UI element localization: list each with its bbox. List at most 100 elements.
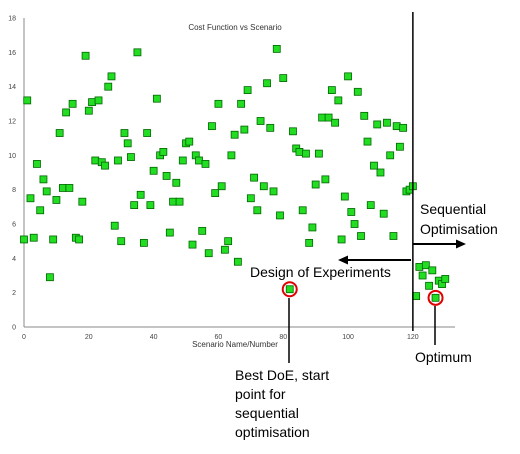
data-point [230, 130, 239, 139]
tick-group: 0 20 40 60 80 100 120 0 2 4 6 8 10 12 14 16 18 [8, 16, 419, 342]
data-point [101, 161, 109, 170]
sequential-arrow-head [456, 239, 466, 249]
data-point [58, 184, 67, 192]
data-point [389, 232, 398, 240]
data-point [259, 182, 268, 191]
data-point [396, 142, 404, 151]
data-point [29, 233, 38, 242]
data-point [81, 51, 90, 60]
data-point [314, 149, 323, 158]
data-point [23, 96, 32, 105]
data-point [418, 271, 427, 280]
data-point [392, 122, 401, 131]
data-point [233, 257, 242, 266]
data-point [431, 293, 440, 302]
x-tick-label: 0 [22, 334, 26, 341]
data-point [302, 149, 310, 158]
data-point [55, 129, 64, 137]
data-point [201, 160, 210, 168]
data-point [146, 201, 155, 210]
data-point [65, 184, 74, 192]
data-point [169, 197, 177, 206]
data-point [311, 180, 320, 189]
y-tick-label: 4 [12, 256, 16, 263]
data-point [295, 147, 304, 156]
data-point [227, 151, 236, 160]
data-point [279, 74, 288, 82]
data-point [75, 235, 83, 244]
data-point [178, 156, 187, 165]
data-point [250, 173, 258, 182]
data-point [195, 156, 203, 165]
data-point [188, 240, 197, 249]
data-point [114, 156, 122, 165]
y-tick-label: 18 [8, 16, 16, 23]
data-point [123, 139, 132, 148]
data-point [110, 221, 119, 230]
data-point [285, 285, 294, 294]
data-point [36, 206, 45, 215]
data-point [39, 175, 48, 184]
data-point [366, 201, 375, 210]
x-tick-label: 120 [407, 334, 419, 341]
data-point [104, 82, 113, 91]
data-point [318, 113, 327, 122]
data-point [425, 281, 433, 290]
x-tick-label: 80 [279, 334, 287, 341]
data-point [350, 220, 359, 228]
data-point [214, 99, 223, 108]
data-point [198, 226, 207, 235]
data-point [357, 232, 365, 240]
data-point [94, 96, 103, 105]
data-point [140, 238, 148, 247]
data-point [165, 228, 174, 237]
data-point [337, 235, 346, 244]
data-point [441, 275, 450, 283]
data-point [152, 94, 161, 103]
data-point [88, 98, 96, 107]
data-points [20, 45, 450, 302]
y-tick-label: 2 [12, 290, 16, 297]
data-point [272, 45, 281, 53]
x-axis-title: Scenario Name/Number [192, 340, 278, 349]
doe-label: Design of Experiments [250, 264, 391, 280]
data-point [421, 261, 430, 270]
y-tick-label: 6 [12, 222, 16, 229]
data-point [120, 129, 129, 137]
sequential-label-line2: Optimisation [420, 221, 498, 237]
data-point [331, 118, 339, 127]
y-tick-label: 12 [8, 119, 16, 126]
doe-arrow-head [338, 255, 348, 265]
x-tick-label: 100 [342, 334, 354, 341]
data-point [321, 175, 330, 184]
highlight-circles [281, 281, 444, 306]
data-point [353, 87, 362, 96]
data-point [117, 237, 126, 246]
data-point [204, 249, 213, 258]
data-point [46, 273, 54, 282]
best-doe-label-line2: point for [235, 386, 286, 402]
data-point [52, 196, 61, 204]
data-point [62, 108, 71, 117]
data-point [20, 235, 28, 244]
data-point [91, 156, 100, 165]
data-point [415, 263, 424, 271]
data-point [344, 72, 352, 81]
data-point [149, 166, 158, 175]
data-point [256, 117, 265, 125]
data-point [340, 192, 349, 201]
data-point [68, 99, 77, 108]
chart-title: Cost Function vs Scenario [188, 23, 282, 32]
data-point [84, 106, 93, 115]
highlight-circle [281, 281, 298, 298]
data-point [334, 96, 343, 105]
data-point [208, 122, 216, 131]
data-point [327, 86, 336, 94]
data-point [175, 197, 184, 206]
best-doe-label-line3: sequential [235, 405, 299, 421]
x-tick-label: 60 [215, 334, 223, 341]
data-point [107, 72, 116, 81]
data-point [162, 172, 171, 180]
